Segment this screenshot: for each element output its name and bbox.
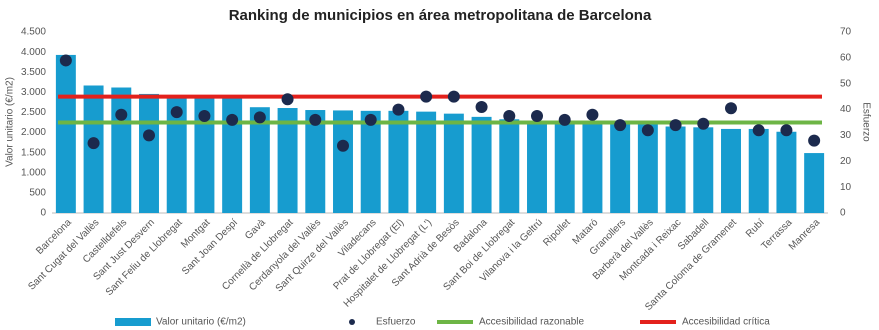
dot <box>115 108 128 121</box>
y2-tick-label: 10 <box>840 182 852 193</box>
chart-title: Ranking de municipios en área metropolit… <box>229 7 652 24</box>
dot <box>586 108 599 121</box>
x-tick-label: Gavà <box>243 217 268 242</box>
x-tick-label: Ripollet <box>541 217 573 249</box>
dot <box>447 90 460 103</box>
bar <box>222 97 243 213</box>
y2-tick-label: 20 <box>840 156 852 167</box>
dot <box>752 124 765 137</box>
bar <box>610 124 631 213</box>
legend-label: Accesibilidad razonable <box>479 317 585 328</box>
y-tick-label: 4.500 <box>21 27 46 38</box>
x-tick-label: Rubí <box>744 217 767 240</box>
legend-label: Esfuerzo <box>376 317 416 328</box>
y-tick-label: 2.500 <box>21 107 46 118</box>
bar <box>721 128 741 213</box>
y2-tick-label: 50 <box>840 78 852 89</box>
y-tick-label: 1.000 <box>21 167 46 178</box>
y2-tick-label: 70 <box>840 27 852 38</box>
bar <box>748 128 769 213</box>
legend-label: Accesibilidad crítica <box>682 317 770 328</box>
dot <box>364 113 377 126</box>
legend-swatch <box>349 319 355 325</box>
bar <box>527 122 547 213</box>
dot <box>808 134 821 147</box>
bar <box>55 54 76 213</box>
bar <box>443 113 464 213</box>
bar <box>637 124 658 213</box>
bar <box>166 97 187 213</box>
y2-tick-label: 30 <box>840 130 852 141</box>
bar <box>277 108 298 213</box>
dot <box>697 117 710 130</box>
dot <box>253 111 266 124</box>
dot <box>337 139 349 152</box>
dot <box>198 110 211 123</box>
dot <box>226 113 239 126</box>
dot <box>420 90 433 103</box>
bar <box>388 110 409 213</box>
dot <box>503 110 516 123</box>
dot <box>780 124 793 137</box>
bar <box>139 93 159 213</box>
dot <box>614 119 627 132</box>
bar <box>582 122 603 213</box>
bar <box>693 127 714 213</box>
y-tick-label: 3.000 <box>21 87 46 98</box>
dot <box>641 124 654 137</box>
dot <box>392 103 405 116</box>
y-tick-label: 2.000 <box>21 127 46 138</box>
bar <box>333 110 353 213</box>
y2-axis-title: Esfuerzo <box>860 102 871 142</box>
dot <box>725 102 737 115</box>
dot <box>59 54 72 67</box>
bar <box>249 107 270 213</box>
legend-swatch <box>115 318 151 326</box>
y2-tick-label: 0 <box>840 208 846 219</box>
bar <box>83 85 104 213</box>
y-tick-label: 1.500 <box>21 147 46 158</box>
bar <box>471 116 492 213</box>
bar <box>111 87 132 213</box>
bar <box>665 126 686 213</box>
y-tick-label: 0 <box>40 208 46 219</box>
legend-label: Valor unitario (€/m2) <box>156 317 246 328</box>
y-tick-label: 3.500 <box>21 67 46 78</box>
bar <box>305 110 326 213</box>
dot <box>143 129 155 142</box>
y2-tick-label: 40 <box>840 104 852 115</box>
dot <box>531 110 543 123</box>
y-tick-label: 4.000 <box>21 47 46 58</box>
dot <box>87 137 100 150</box>
bar <box>776 131 797 213</box>
bar <box>499 119 520 213</box>
x-tick-label: Manresa <box>787 217 823 253</box>
bar <box>804 153 825 213</box>
dot <box>281 93 294 106</box>
dot <box>558 113 571 126</box>
dot <box>309 113 322 126</box>
y2-tick-label: 60 <box>840 52 852 63</box>
dot <box>669 119 682 132</box>
y-axis-title: Valor unitario (€/m2) <box>5 77 16 167</box>
dot <box>170 106 183 119</box>
y-tick-label: 500 <box>29 188 46 199</box>
bar <box>360 110 381 213</box>
bar <box>416 111 437 213</box>
bar <box>554 122 575 213</box>
dot <box>475 100 488 113</box>
bar <box>194 97 215 213</box>
